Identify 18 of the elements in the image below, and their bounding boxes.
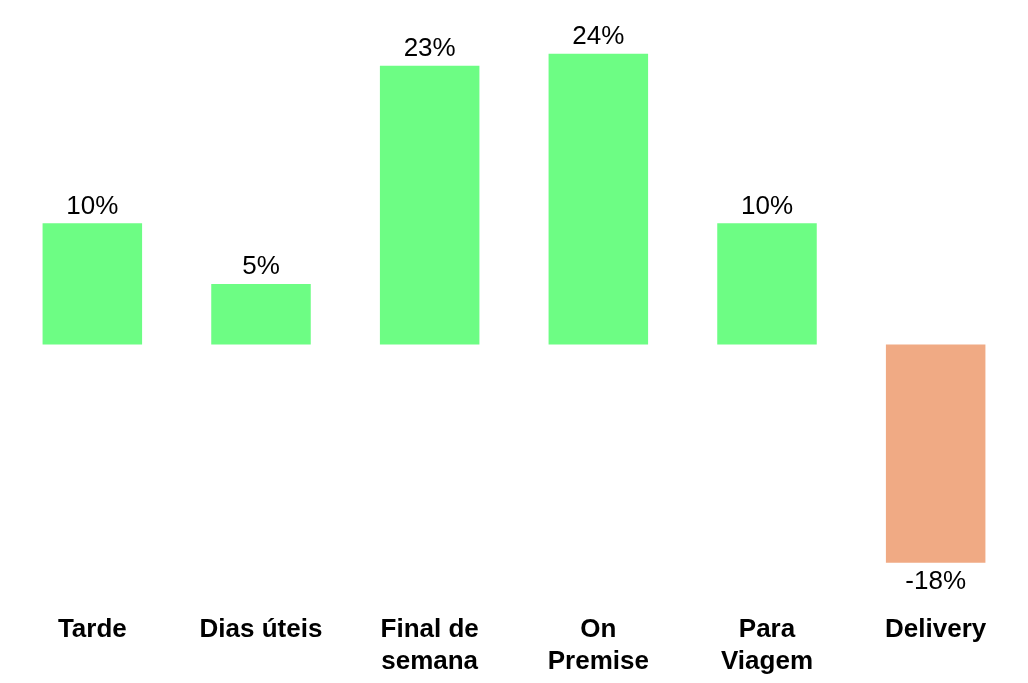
bar xyxy=(211,283,311,345)
bar xyxy=(717,223,817,345)
data-label: 5% xyxy=(242,250,280,281)
bar xyxy=(548,53,649,345)
data-label: 23% xyxy=(403,31,456,62)
bar xyxy=(42,223,143,345)
x-tick-label: Para Viagem xyxy=(720,613,814,675)
x-tick-label: Delivery xyxy=(885,613,987,644)
data-label: 10% xyxy=(740,189,794,220)
x-tick-label: Final de semana xyxy=(380,613,479,675)
bar xyxy=(885,344,986,563)
x-tick-label: Tarde xyxy=(57,613,127,644)
data-label: 24% xyxy=(572,19,625,50)
x-tick-label: Dias úteis xyxy=(199,613,323,644)
bar xyxy=(379,65,480,345)
x-tick-label: On Premise xyxy=(547,613,649,675)
data-label: -18% xyxy=(905,564,967,595)
data-label: 10% xyxy=(66,189,119,220)
